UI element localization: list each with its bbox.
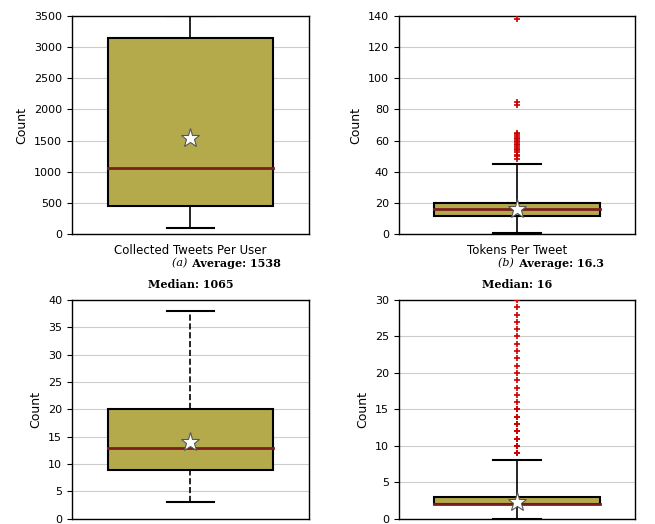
Y-axis label: Count: Count (349, 106, 362, 144)
Y-axis label: Count: Count (16, 106, 29, 144)
Bar (107, 38, 273, 206)
Text: Median: 16: Median: 16 (482, 279, 552, 290)
Text: (b): (b) (498, 258, 517, 268)
Text: Average: 1538: Average: 1538 (191, 258, 281, 269)
Text: Median: 1065: Median: 1065 (147, 279, 233, 290)
Bar (107, 409, 273, 470)
Bar (434, 497, 600, 504)
Bar (434, 203, 600, 216)
Y-axis label: Count: Count (356, 391, 369, 428)
Y-axis label: Count: Count (29, 391, 43, 428)
Text: (a): (a) (172, 258, 191, 268)
Text: Average: 16.3: Average: 16.3 (517, 258, 604, 269)
